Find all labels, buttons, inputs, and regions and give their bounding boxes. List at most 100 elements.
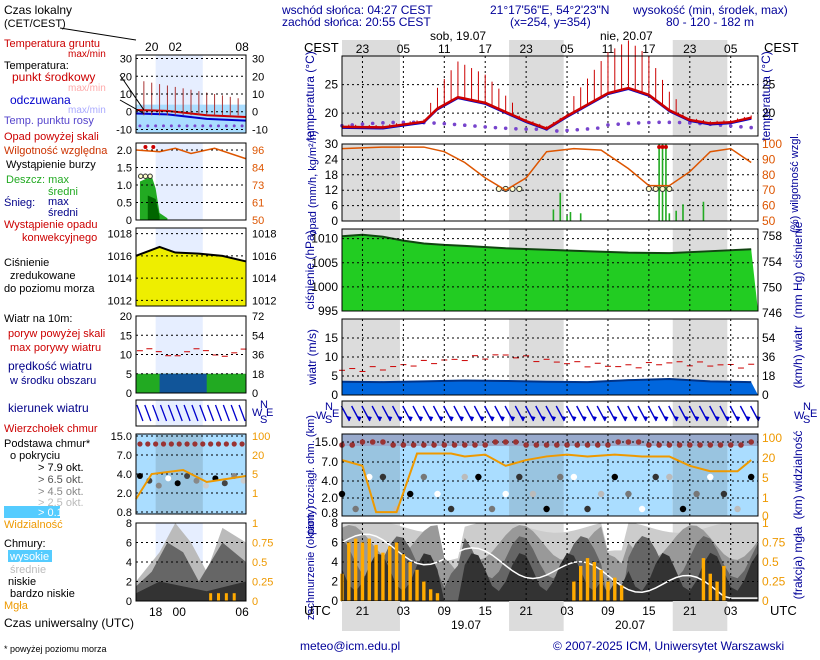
cloud-tick: 2.0	[321, 491, 338, 505]
wind-arrow-head	[643, 416, 649, 421]
legend-press-tick-r: 1018	[252, 229, 276, 241]
fog-bar	[415, 569, 419, 601]
wind-arrow-head	[387, 416, 393, 421]
humidity-line	[341, 146, 752, 192]
sunset-text: zachód słońca: 20:55 CEST	[282, 15, 431, 29]
legend-ground-temp: Temperatura gruntu	[4, 38, 100, 50]
legend-ground-sub: max/min	[68, 49, 106, 60]
night-band	[672, 401, 728, 427]
tick-top: 23	[519, 42, 533, 56]
night-band-bottom	[342, 601, 400, 631]
wind-arrow-head	[591, 416, 597, 421]
cloud-base-dot	[625, 490, 632, 498]
wind-arrow-head	[704, 416, 710, 421]
legend-cloud-base	[221, 480, 228, 487]
dew-point	[647, 120, 651, 125]
legend-cloud-top	[145, 441, 151, 447]
legend-cloud-night	[155, 434, 203, 514]
wind-arrow-head	[407, 416, 413, 421]
cloud-base-dot	[434, 490, 441, 498]
fog-bar	[422, 581, 426, 601]
cloud-top-dot	[472, 442, 478, 448]
legend-dew-dot	[177, 124, 181, 128]
legend-wind-arrow	[238, 404, 246, 422]
fog-bar	[401, 554, 406, 601]
legend-humidity: Wilgotność względna	[4, 145, 108, 157]
legend-wind-tick: 5	[126, 369, 132, 381]
dew-point	[555, 129, 559, 133]
wind-tick: 15	[325, 331, 339, 345]
legend-wind-avg: prędkość wiatru	[8, 359, 92, 373]
legend-panel-frame	[135, 54, 247, 134]
temp-tick-r: 20	[762, 106, 776, 120]
legend-cloud-top	[137, 441, 143, 447]
legend-hum-line	[135, 147, 247, 160]
legend-cover-tick: 6	[126, 538, 132, 550]
temp-line	[341, 86, 752, 130]
night-band	[342, 144, 400, 221]
cloud-base-dot	[475, 473, 482, 481]
legend-cloud-top	[223, 441, 229, 447]
precip-bar	[658, 144, 660, 221]
dew-point	[626, 121, 631, 126]
legend-wind-arrow	[159, 404, 168, 422]
cloud-top-dot	[369, 439, 376, 445]
legend-rain-max: Deszcz: max	[6, 174, 69, 186]
visibility-line	[341, 452, 752, 514]
legend-gust-above: poryw powyżej skali	[8, 328, 105, 340]
night-band	[672, 144, 728, 221]
legend-vis-tick: 100	[252, 431, 270, 443]
wind-tick: 0	[331, 388, 338, 402]
hum-tick: 60	[762, 199, 776, 213]
cloud-top-dot	[707, 442, 714, 448]
legend-panel-frame	[135, 433, 247, 515]
legend-panel-frame	[135, 227, 247, 307]
dew-point	[473, 124, 477, 128]
wind-arrow-head	[499, 416, 505, 421]
email-link[interactable]: meteo@icm.edu.pl	[300, 639, 401, 653]
hum-tick: 90	[762, 152, 776, 166]
legend-precip-tick: 0	[126, 215, 132, 227]
legend-fog-bar	[217, 593, 220, 601]
dew-point	[381, 121, 385, 125]
fog-bar	[374, 544, 378, 601]
tick-top: 11	[438, 42, 451, 56]
cover-axis-label: zachmurzenie (oktanty)	[305, 506, 317, 620]
wind-arrow-head	[561, 416, 567, 421]
cover-tick: 4	[331, 555, 338, 569]
wind-arrow-head	[458, 416, 464, 421]
height-values: 80 - 120 - 182 m	[666, 15, 755, 29]
vis-tick: 5	[762, 471, 769, 485]
fog-bar	[722, 565, 726, 601]
kmh-tick: 54	[762, 331, 776, 345]
legend-fog-tick: 1	[252, 518, 258, 530]
tick-bottom: 03	[724, 604, 738, 618]
dew-point	[432, 121, 436, 125]
cloud-top-dot	[441, 442, 448, 448]
legend-wind-arrow	[230, 404, 238, 422]
cloud-top-dot	[492, 439, 499, 445]
legend-precip-area	[139, 176, 168, 220]
fog-tick: 1	[762, 516, 769, 530]
legend-wind-tick-r: 36	[252, 350, 264, 362]
legend-time-tick: 08	[235, 40, 249, 54]
cloud-base-dot	[406, 490, 414, 498]
high-cloud-line	[341, 533, 758, 599]
legend-cloud-tick: 4.0	[117, 469, 132, 481]
cloud-top-dot	[594, 442, 601, 448]
cloud-base-dot	[352, 505, 359, 513]
legend-press-area	[136, 246, 246, 306]
cloud-base-dot	[420, 473, 428, 481]
wind-arrow-head	[745, 416, 751, 421]
vis-tick: 0	[762, 509, 769, 523]
cloud-top-dot	[738, 442, 744, 448]
legend-cover-tick: 0	[126, 596, 132, 608]
wind-arrow-head	[530, 416, 536, 421]
date-label-2: 20.07	[615, 618, 645, 632]
temp-axis-label-r: temperatura (°C)	[759, 51, 773, 141]
legend-cloud-top	[200, 441, 206, 447]
cloud-base-dot	[720, 490, 728, 498]
tick-bottom: 21	[356, 604, 370, 618]
legend-leader	[119, 99, 145, 114]
legend-okt5: > 0.1 okt.	[38, 507, 84, 519]
